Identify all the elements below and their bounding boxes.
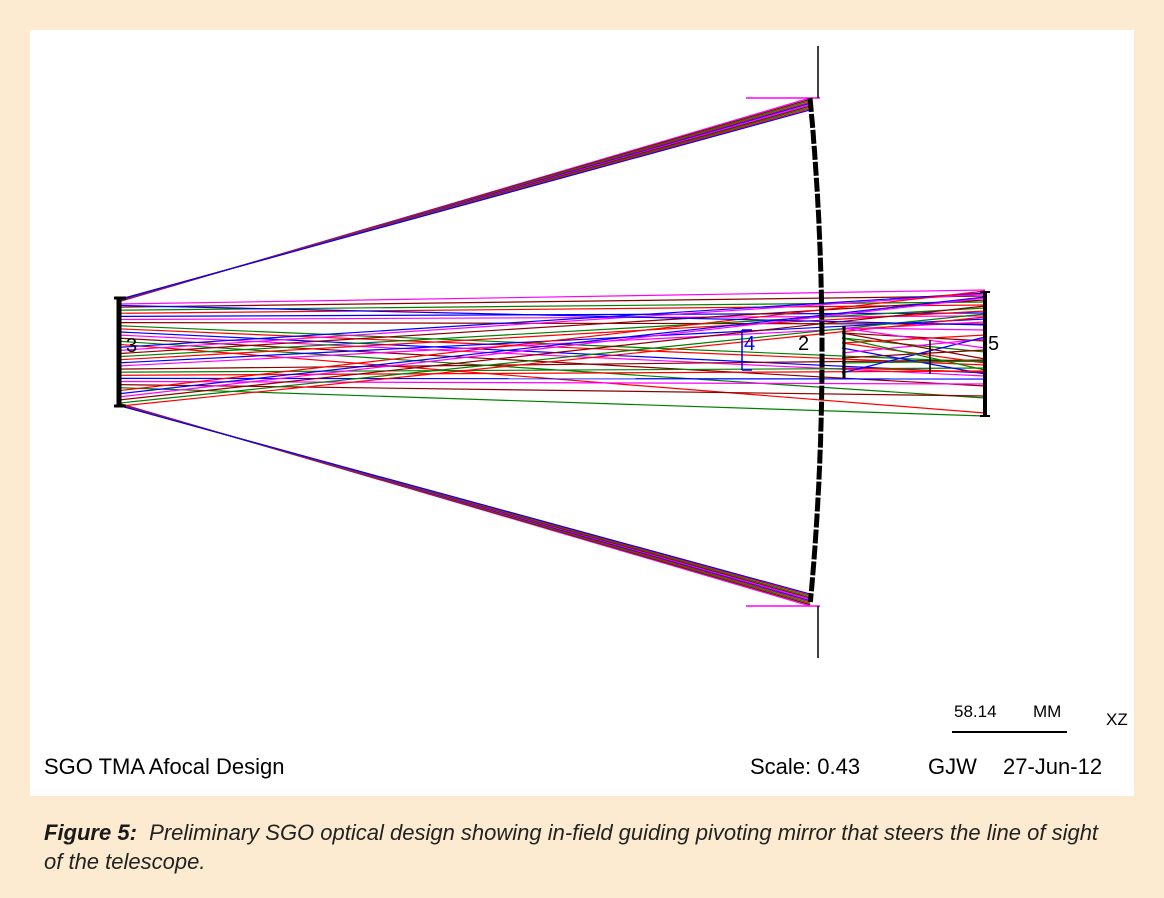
ray	[117, 404, 812, 595]
ray	[117, 292, 986, 348]
ray	[117, 109, 812, 301]
figure-caption: Figure 5: Preliminary SGO optical design…	[44, 818, 1104, 876]
design-date: 27-Jun-12	[1003, 754, 1103, 779]
surface-label-4: 4	[744, 333, 755, 355]
ray	[117, 299, 986, 355]
ray	[117, 384, 986, 397]
surface-label-5: 5	[988, 333, 999, 355]
ray	[117, 316, 986, 407]
ray	[841, 327, 986, 331]
diagram-panel: 3 2 4 5 58.14 MM XZ SGO TMA Afocal Desig…	[30, 30, 1134, 796]
ray	[117, 367, 986, 373]
ray	[117, 313, 986, 404]
ray	[841, 337, 986, 371]
ray	[841, 334, 986, 344]
ray	[117, 289, 986, 305]
author-initials: GJW	[928, 754, 977, 779]
ray	[117, 293, 986, 352]
scale-bar	[952, 731, 1067, 733]
ray	[117, 359, 986, 370]
ray-bundle	[117, 97, 986, 607]
ray	[117, 307, 986, 358]
scale-bar-unit: MM	[1033, 702, 1062, 721]
ray	[841, 327, 986, 349]
surface-label-2: 2	[798, 333, 809, 355]
scale-text: Scale: 0.43	[750, 754, 861, 779]
primary-mirror	[807, 97, 825, 603]
ray	[841, 342, 986, 364]
ray	[117, 310, 986, 361]
ray	[841, 367, 986, 373]
ray	[117, 304, 986, 326]
ray	[841, 332, 986, 342]
optical-elements	[114, 46, 990, 658]
ray	[841, 337, 986, 353]
ray	[841, 360, 986, 364]
plane-label: XZ	[1106, 710, 1128, 729]
ray	[117, 296, 986, 395]
ray	[117, 377, 986, 380]
design-title: SGO TMA Afocal Design	[44, 754, 285, 779]
ray	[117, 322, 986, 325]
ray	[841, 336, 986, 374]
ray	[117, 295, 986, 308]
optical-layout-diagram: 3 2 4 5	[114, 46, 999, 658]
ray	[841, 332, 986, 360]
ray	[117, 387, 986, 417]
caption-text: Preliminary SGO optical design showing i…	[44, 820, 1099, 874]
surface-label-3: 3	[126, 335, 137, 357]
ray	[117, 304, 986, 314]
ray	[117, 290, 986, 392]
scale-bar-value: 58.14	[954, 702, 997, 721]
figure-label: Figure 5:	[44, 820, 137, 845]
ray	[117, 380, 986, 385]
ray	[841, 347, 986, 375]
ray	[117, 297, 986, 398]
